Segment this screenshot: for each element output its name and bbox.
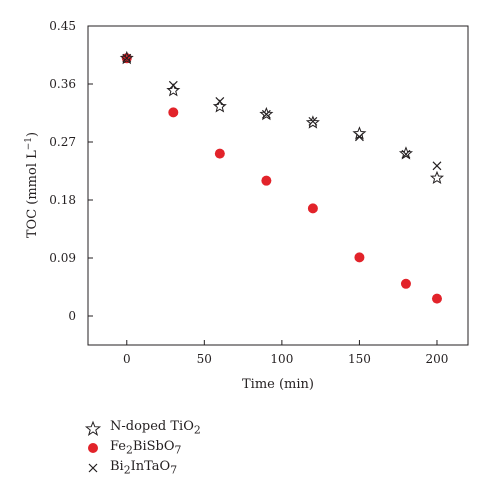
- x-tick-label: 0: [123, 352, 131, 366]
- point-n-doped-tio2: [166, 83, 181, 97]
- y-tick-label: 0.09: [49, 251, 76, 265]
- point-fe2bisbo7: [400, 278, 411, 289]
- y-tick-label: 0: [68, 309, 76, 323]
- star-marker-icon: [82, 418, 104, 438]
- point-fe2bisbo7: [431, 293, 442, 304]
- point-n-doped-tio2: [259, 106, 274, 121]
- point-fe2bisbo7: [214, 148, 225, 159]
- y-tick-label: 0.27: [49, 135, 76, 149]
- chart: 0 50 100 150 200 0 0.09 0.18 0.27 0.36 0.45 Time …: [24, 19, 469, 392]
- x-axis-title: Time (min): [242, 377, 314, 392]
- point-bi2intao7: [308, 116, 318, 126]
- point-n-doped-tio2: [119, 50, 134, 65]
- point-fe2bisbo7: [354, 252, 365, 263]
- x-marker-icon: [82, 458, 104, 478]
- point-n-doped-tio2: [305, 115, 320, 129]
- legend-label: Fe2BiSbO7: [110, 439, 182, 457]
- point-n-doped-tio2: [212, 99, 227, 113]
- data-marks: [119, 50, 444, 304]
- point-n-doped-tio2: [429, 170, 444, 185]
- legend: N-doped TiO2 Fe2BiSbO7 Bi2InTaO7: [82, 418, 201, 478]
- point-fe2bisbo7: [168, 107, 179, 118]
- x-tick-label: 50: [197, 352, 212, 366]
- point-bi2intao7: [168, 80, 178, 90]
- point-bi2intao7: [355, 132, 364, 142]
- legend-item-n-doped-tio2: N-doped TiO2: [82, 418, 201, 438]
- x-tick-label: 150: [348, 352, 371, 366]
- y-tick-label: 0.36: [49, 77, 76, 91]
- legend-label: Bi2InTaO7: [110, 459, 178, 477]
- point-bi2intao7: [122, 53, 132, 63]
- y-axis-title: TOC (mmol L−1): [24, 132, 40, 238]
- x-tick-label: 100: [270, 352, 293, 366]
- y-axis-ticks: 0 0.09 0.18 0.27 0.36 0.45: [49, 19, 93, 323]
- x-tick-label: 200: [426, 352, 449, 366]
- point-bi2intao7: [401, 149, 411, 159]
- legend-label: N-doped TiO2: [110, 419, 201, 437]
- legend-item-fe2bisbo7: Fe2BiSbO7: [82, 438, 201, 458]
- y-tick-label: 0.45: [49, 19, 76, 33]
- y-tick-label: 0.18: [49, 193, 76, 207]
- point-fe2bisbo7: [307, 203, 318, 214]
- point-fe2bisbo7: [261, 175, 272, 186]
- point-bi2intao7: [261, 109, 271, 119]
- plot-frame: [87, 25, 469, 346]
- x-axis-ticks: 0 50 100 150 200: [123, 340, 448, 366]
- point-bi2intao7: [432, 161, 442, 171]
- point-bi2intao7: [215, 96, 225, 106]
- point-n-doped-tio2: [398, 146, 413, 160]
- legend-item-bi2intao7: Bi2InTaO7: [82, 458, 201, 478]
- circle-marker-icon: [82, 438, 104, 458]
